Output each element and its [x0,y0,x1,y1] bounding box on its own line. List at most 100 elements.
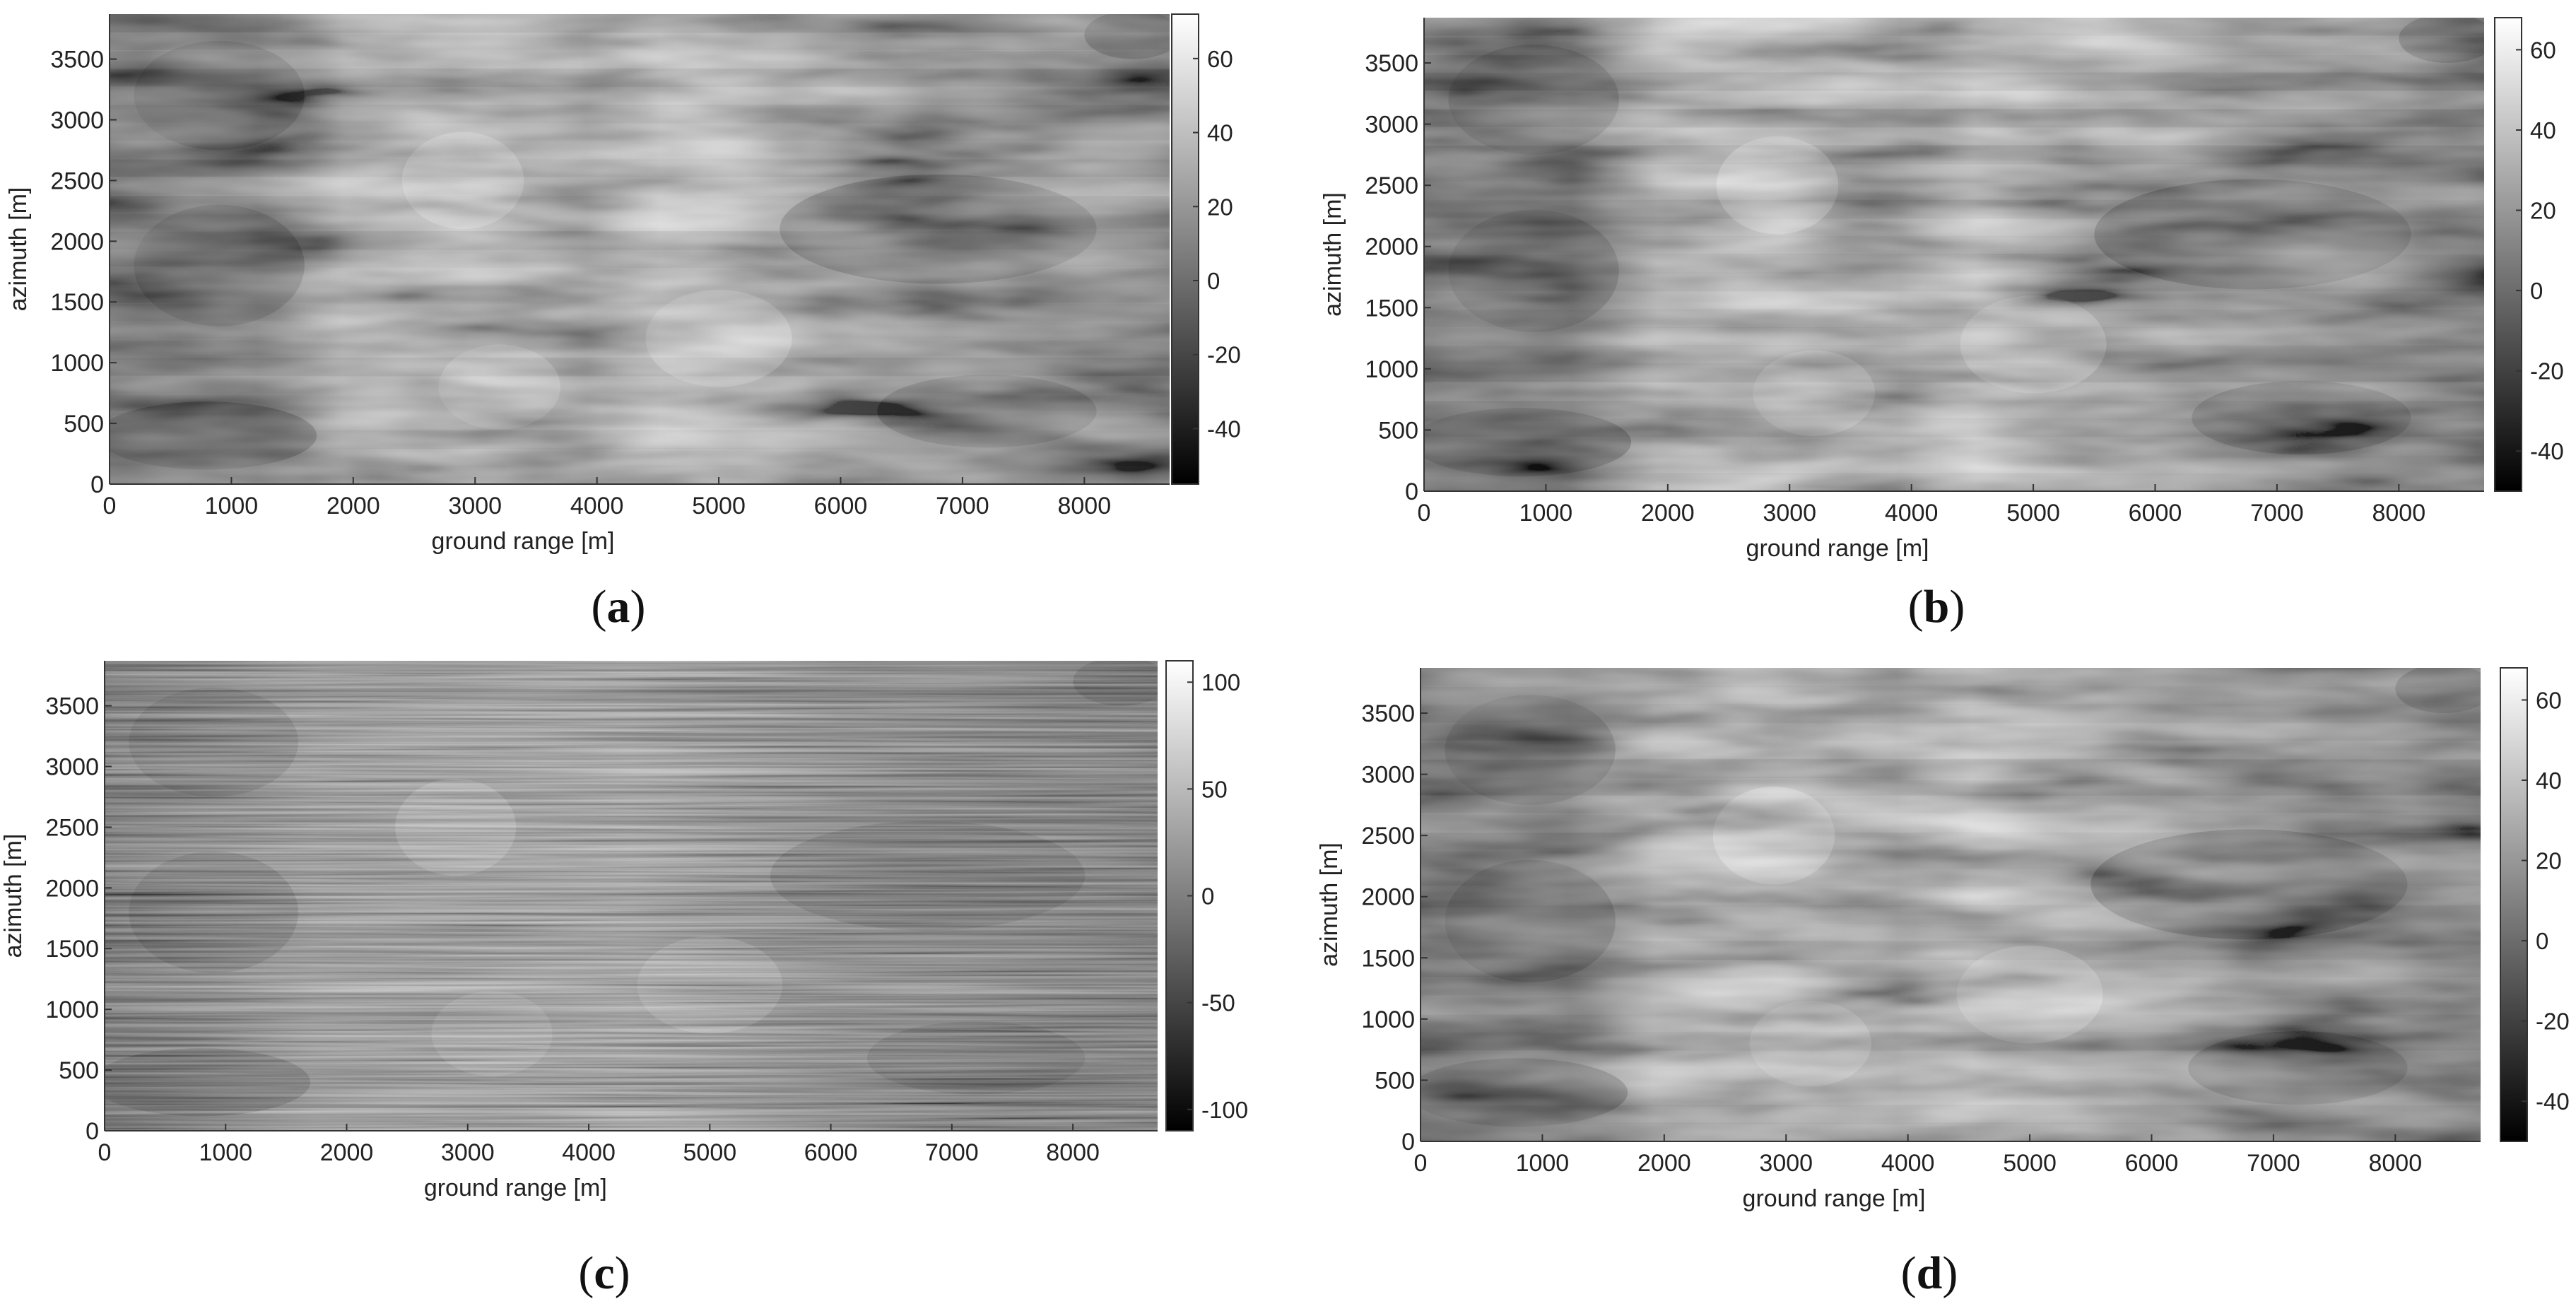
y-tick-label: 2500 [50,167,104,194]
x-tick-label: 8000 [1057,493,1111,519]
y-tick-label: 3000 [45,753,99,780]
y-tick-label: 1000 [1365,356,1418,383]
y-tick-label: 1000 [1361,1006,1415,1033]
colorbar-tick-label: 100 [1201,669,1240,695]
panel-caption-letter: b [1924,581,1950,633]
y-tick-label: 2000 [50,228,104,255]
colorbar-tick-label: 60 [2530,37,2556,63]
x-tick-label: 3000 [1763,500,1816,527]
panel-c: 0 1000 2000 3000 4000 5000 6000 7000 80000500100… [0,660,1248,1299]
y-tick-label: 2000 [1361,884,1415,911]
heatmap-texture [1424,18,2484,491]
x-axis-label: ground range [m] [432,528,615,555]
x-axis-label: ground range [m] [424,1175,607,1201]
panel-caption-letter: c [594,1247,614,1299]
x-tick-label: 3000 [1759,1150,1813,1177]
x-tick-label: 1000 [1516,1150,1570,1177]
x-tick-label: 4000 [1881,1150,1935,1177]
heatmap-c [105,661,1158,1131]
panel-caption: (d) [1901,1247,1958,1299]
heatmap-d [1421,668,2481,1141]
panel-caption-letter: a [607,581,630,633]
colorbar-tick-label: -40 [2530,438,2564,464]
x-tick-label: 4000 [562,1139,616,1166]
x-tick-label: 1000 [1519,500,1573,527]
x-tick-label: 0 [1414,1150,1428,1177]
x-tick-label: 8000 [2372,500,2425,527]
x-tick-label: 0 [1418,500,1431,527]
heatmap-b [1424,18,2484,491]
y-tick-label: 3500 [45,693,99,720]
x-tick-label: 5000 [2003,1150,2057,1177]
x-tick-label: 0 [103,493,117,519]
x-tick-label: 2000 [1637,1150,1691,1177]
panel-d: 0 1000 2000 3000 4000 5000 6000 7000 8000 0 500 100… [1316,667,2570,1299]
panel-a: 0 1000 2000 3000 4000 5000 6000 7000 8000 0 500 100… [5,13,1241,633]
y-tick-label: 2500 [45,814,99,841]
colorbar-tick-label: 20 [2536,848,2562,874]
y-tick-label: 0 [1401,1129,1415,1156]
y-tick-label: 1500 [1361,945,1415,972]
colorbar-tick-label: -100 [1201,1097,1248,1123]
x-tick-label: 4000 [1885,500,1939,527]
y-tick-label: 3500 [50,47,104,74]
x-axis-label: ground range [m] [1743,1185,1926,1212]
colorbar-tick-label: -40 [2536,1088,2570,1115]
y-tick-label: 2500 [1361,823,1415,849]
colorbar-tick-label: 20 [1207,194,1233,220]
colorbar-tick-label: 60 [1207,46,1233,72]
y-tick-label: 1000 [45,997,99,1023]
x-tick-label: 6000 [2125,1150,2179,1177]
panel-caption: (c) [578,1247,630,1299]
x-tick-label: 1000 [205,493,259,519]
y-tick-label: 1500 [45,936,99,963]
panel-b: 0 1000 2000 3000 4000 5000 6000 7000 8000 0 500 100… [1319,17,2564,633]
colorbar [1171,13,1199,485]
x-axis-label: ground range [m] [1746,535,1929,562]
x-tick-label: 4000 [570,493,624,519]
colorbar [2500,667,2528,1142]
x-tick-label: 2000 [320,1139,374,1166]
colorbar-tick-label: 0 [2530,278,2543,304]
colorbar-tick-label: -20 [1207,342,1241,368]
colorbar-tick-label: 40 [2536,768,2562,794]
heatmap-texture [1421,668,2481,1141]
y-tick-label: 3000 [1365,112,1418,139]
panel-caption-letter: d [1917,1247,1943,1299]
colorbar-tick-label: 40 [2530,117,2556,143]
y-axis-label: azimuth [m] [0,834,27,958]
heatmap-texture [105,661,1158,1131]
x-tick-label: 6000 [814,493,868,519]
y-tick-label: 1000 [50,350,104,377]
colorbar-tick-label: 60 [2536,687,2562,713]
x-tick-label: 1000 [199,1139,252,1166]
y-tick-label: 1500 [50,289,104,316]
y-tick-label: 0 [90,471,104,498]
x-tick-label: 7000 [2250,500,2304,527]
colorbar-tick-label: 40 [1207,120,1233,146]
x-tick-label: 8000 [2368,1150,2422,1177]
y-tick-label: 2000 [1365,234,1418,261]
y-tick-label: 3000 [1361,762,1415,789]
colorbar-tick-label: 50 [1201,776,1228,802]
x-tick-label: 7000 [936,493,989,519]
y-tick-label: 2500 [1365,172,1418,199]
colorbar-tick-label: 0 [1207,268,1220,294]
panel-caption: (b) [1908,581,1965,633]
y-axis-label: azimuth [m] [1316,842,1343,967]
y-tick-label: 3500 [1361,700,1415,727]
colorbar-tick-label: 20 [2530,198,2556,224]
y-tick-label: 0 [1405,478,1418,505]
heatmap-a [110,14,1170,484]
y-axis-label: azimuth [m] [5,187,32,312]
heatmap-texture [110,14,1170,484]
x-tick-label: 2000 [327,493,380,519]
y-tick-label: 500 [1378,417,1418,444]
y-tick-label: 1500 [1365,295,1418,322]
x-tick-label: 3000 [448,493,502,519]
x-tick-label: 2000 [1641,500,1695,527]
x-tick-label: 5000 [683,1139,737,1166]
y-tick-label: 3500 [1365,50,1418,77]
colorbar-tick-label: 0 [2536,928,2548,954]
